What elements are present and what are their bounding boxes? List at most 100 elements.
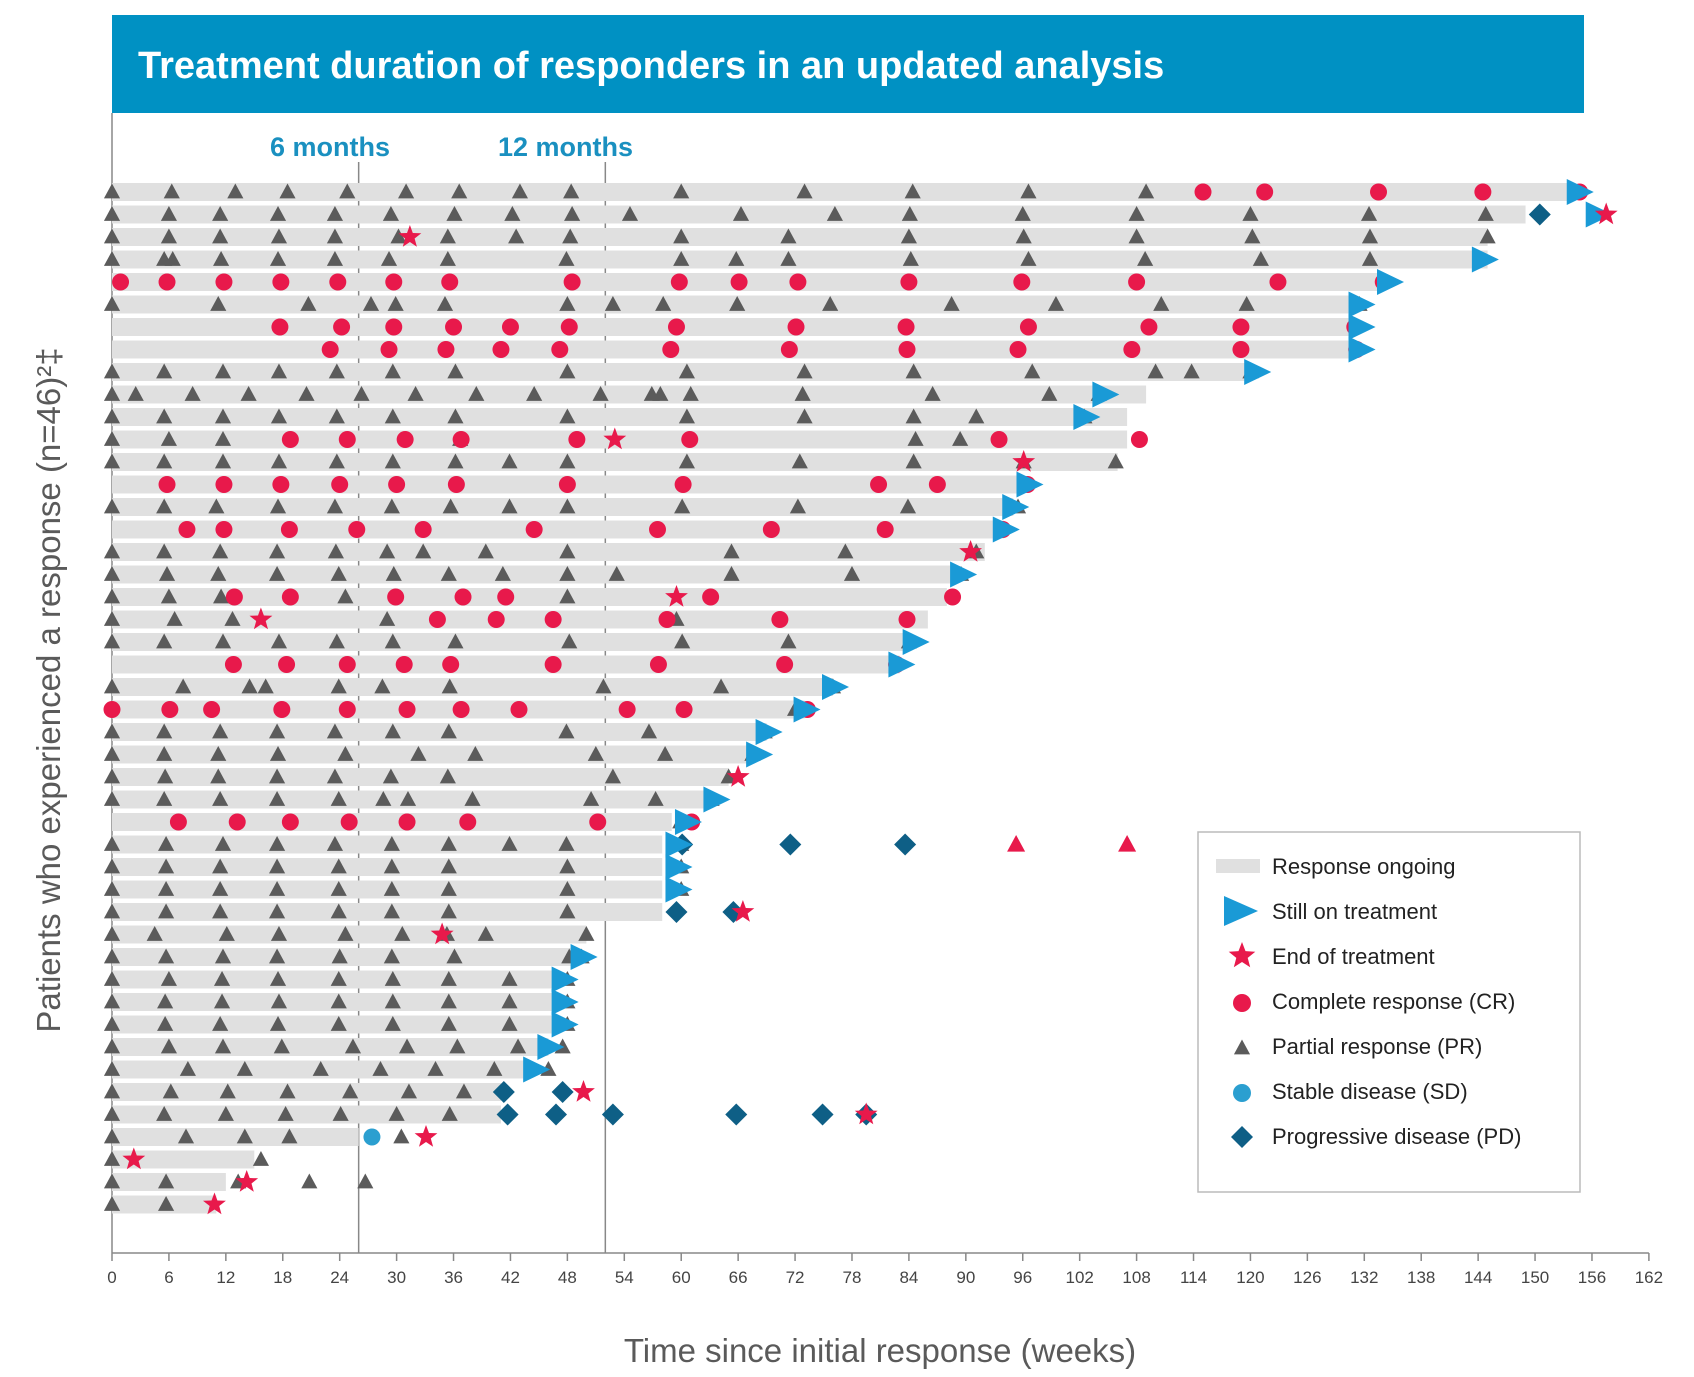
pr-marker: [268, 723, 286, 739]
pr-marker: [353, 386, 370, 401]
cr-marker: [898, 611, 916, 628]
pr-marker: [103, 903, 121, 919]
still-on-treatment-marker: [992, 516, 1020, 543]
x-tick-label: 102: [1065, 1268, 1093, 1287]
pd-marker: [779, 833, 802, 856]
cr-marker: [331, 476, 349, 493]
pr-marker: [1041, 386, 1058, 401]
still-on-treatment-marker: [703, 786, 731, 813]
pr-marker: [332, 1106, 349, 1121]
pr-marker: [273, 1038, 290, 1054]
end-of-treatment-marker: [1012, 450, 1036, 472]
pr-marker: [1020, 183, 1037, 199]
cr-marker: [702, 588, 720, 606]
pr-marker: [269, 498, 287, 514]
pr-marker: [103, 633, 121, 649]
pr-marker: [103, 858, 121, 874]
pr-marker: [394, 926, 411, 941]
pr-marker: [270, 453, 288, 469]
end-of-treatment-marker: [1594, 202, 1618, 225]
pr-marker: [501, 498, 518, 514]
pr-marker: [157, 768, 174, 784]
legend-label-cr: Complete response (CR): [1272, 989, 1515, 1014]
pr-marker: [1128, 228, 1145, 244]
pr-marker: [103, 926, 121, 941]
pr-marker: [652, 386, 669, 401]
pr-marker: [330, 971, 347, 986]
response-bar: [112, 543, 985, 561]
pr-marker: [924, 386, 941, 401]
pd-marker: [551, 1081, 574, 1103]
pr-marker: [326, 206, 344, 221]
pr-marker: [279, 1083, 296, 1099]
cr-marker: [398, 813, 416, 831]
end-of-treatment-marker: [854, 1102, 878, 1125]
still-on-treatment-marker: [793, 696, 821, 723]
pr-marker: [330, 903, 347, 919]
pr-marker: [449, 1038, 466, 1054]
pr-marker: [213, 588, 230, 604]
pr-marker: [407, 386, 424, 401]
pr-marker: [1477, 206, 1494, 221]
pr-marker: [103, 1128, 121, 1144]
pr-marker: [103, 836, 121, 851]
pr-marker: [728, 251, 745, 266]
response-bar: [112, 768, 729, 786]
cr-marker: [501, 318, 519, 336]
end-of-treatment-marker: [603, 427, 627, 450]
cr-marker: [112, 273, 130, 291]
pr-marker: [382, 206, 399, 221]
pr-marker: [372, 1061, 389, 1076]
pr-marker: [268, 903, 286, 919]
cr-marker: [1256, 183, 1274, 201]
end-of-treatment-marker: [665, 585, 688, 607]
pr-marker: [213, 971, 231, 986]
pr-marker: [270, 926, 288, 941]
pr-marker: [227, 183, 244, 199]
pr-marker: [387, 296, 404, 311]
pr-marker: [160, 228, 177, 244]
pr-marker: [212, 1016, 229, 1031]
pr-marker: [723, 566, 740, 581]
response-bar: [112, 183, 1573, 201]
pr-marker: [156, 453, 173, 469]
pr-marker: [952, 431, 969, 446]
still-on-treatment-marker: [665, 831, 693, 858]
cr-marker: [224, 656, 242, 673]
pr-marker: [789, 498, 806, 514]
pr-marker: [269, 251, 287, 266]
pr-marker: [268, 791, 286, 806]
pr-marker: [156, 723, 173, 739]
pr-marker: [164, 251, 181, 266]
pr-marker: [330, 678, 347, 694]
pr-marker: [1252, 251, 1269, 266]
pr-marker: [268, 566, 286, 581]
response-bar: [112, 655, 900, 674]
pr-marker: [342, 1083, 359, 1099]
cr-marker: [771, 611, 789, 628]
pr-marker: [326, 498, 344, 514]
pr-marker: [673, 183, 690, 199]
pr-marker: [1020, 251, 1037, 266]
pr-marker: [504, 206, 521, 221]
response-bar: [112, 880, 663, 899]
cr-marker: [215, 521, 233, 538]
cr-marker: [447, 476, 465, 493]
pr-marker: [388, 1106, 405, 1121]
x-tick-label: 30: [387, 1268, 406, 1287]
still-on-treatment-marker: [551, 1011, 579, 1038]
pr-marker: [103, 611, 121, 626]
pr-marker: [103, 1038, 121, 1054]
legend-swatch-cr: [1233, 994, 1251, 1012]
cr-marker: [398, 701, 416, 718]
pr-marker: [511, 183, 529, 199]
pr-marker: [236, 1061, 253, 1076]
reference-label-52: 12 months: [498, 132, 633, 162]
cr-marker: [670, 273, 688, 291]
pr-marker: [1138, 183, 1155, 199]
pr-marker: [214, 836, 232, 851]
still-on-treatment-marker: [902, 629, 930, 655]
pr-marker: [214, 948, 232, 964]
cr-marker: [649, 656, 667, 673]
cr-marker: [870, 476, 888, 493]
